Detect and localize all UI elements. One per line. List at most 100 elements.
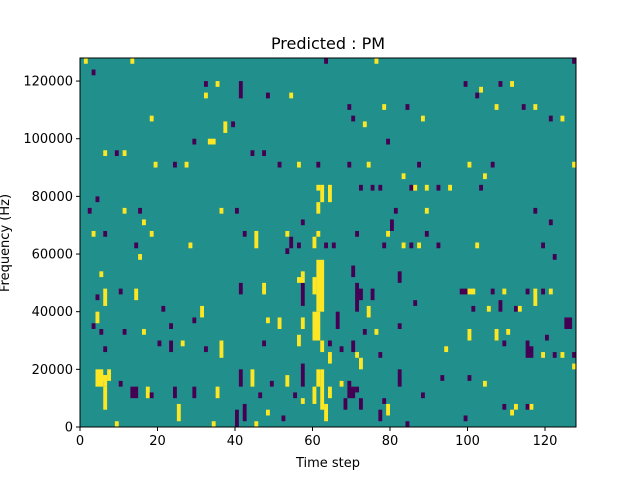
heatmap-cell <box>355 282 359 312</box>
heatmap-cell <box>572 161 576 168</box>
heatmap-cell <box>386 230 390 237</box>
heatmap-cell <box>130 386 139 399</box>
x-tick-label: 80 <box>382 434 399 449</box>
heatmap-cell <box>122 150 127 157</box>
heatmap-cell <box>235 207 239 214</box>
heatmap-cell <box>548 115 553 122</box>
heatmap-cell <box>204 346 208 353</box>
heatmap-cell <box>99 375 108 381</box>
heatmap-cell <box>359 184 363 191</box>
heatmap-cell <box>107 369 111 381</box>
heatmap-cell <box>312 311 321 341</box>
heatmap-cell <box>173 161 177 168</box>
heatmap-cell <box>541 242 545 249</box>
heatmap-cell <box>316 369 321 387</box>
heatmap-cell <box>362 121 367 128</box>
heatmap-cell <box>498 300 503 312</box>
x-tick-label: 0 <box>76 434 84 449</box>
heatmap-cell <box>242 403 247 422</box>
heatmap-cell <box>502 403 507 410</box>
heatmap-cell <box>370 184 375 191</box>
heatmap-cell <box>424 207 429 214</box>
heatmap-cell <box>328 340 332 347</box>
heatmap-cell <box>463 81 468 87</box>
heatmap-cell <box>359 398 363 410</box>
plot-area <box>79 57 577 428</box>
heatmap-cell <box>572 352 576 358</box>
heatmap-cell <box>386 138 390 145</box>
heatmap-cell <box>525 340 530 358</box>
heatmap-cell <box>359 288 363 301</box>
heatmap-cell <box>486 305 491 312</box>
heatmap-cell <box>204 81 208 87</box>
heatmap-cell <box>521 104 526 110</box>
heatmap-cell <box>343 398 348 410</box>
heatmap-cell <box>103 288 108 306</box>
heatmap-cell <box>122 328 127 335</box>
heatmap-cell <box>421 115 425 122</box>
chart-title: Predicted : PM <box>271 34 385 53</box>
heatmap-cell <box>91 69 96 76</box>
heatmap-cell <box>91 230 96 237</box>
heatmap-cell <box>475 242 480 249</box>
heatmap-cell <box>118 288 123 295</box>
heatmap-cell <box>424 230 429 237</box>
heatmap-cell <box>424 184 429 191</box>
heatmap-cell <box>192 317 197 324</box>
heatmap-cell <box>409 242 414 249</box>
heatmap-cell <box>300 363 305 387</box>
heatmap-cell <box>145 386 150 399</box>
heatmap-cell <box>215 81 220 87</box>
heatmap-cell <box>529 346 534 358</box>
heatmap-cell <box>266 317 270 324</box>
heatmap-cell <box>269 380 274 387</box>
heatmap-cell <box>467 161 472 168</box>
heatmap-cell <box>502 340 507 347</box>
heatmap-cell <box>138 254 142 260</box>
heatmap-cell <box>285 375 290 387</box>
heatmap-cell <box>564 317 573 329</box>
heatmap-cell <box>149 230 154 237</box>
heatmap-cell <box>312 277 317 295</box>
heatmap-cell <box>262 150 266 157</box>
heatmap-cell <box>297 161 301 168</box>
heatmap-cell <box>114 150 119 157</box>
heatmap-cell <box>316 259 325 312</box>
heatmap-cell <box>366 305 371 318</box>
heatmap-cell <box>266 92 270 99</box>
heatmap-cell <box>401 242 406 249</box>
heatmap-cell <box>180 340 185 347</box>
heatmap-cell <box>300 219 305 226</box>
heatmap-cell <box>200 305 204 318</box>
heatmap-cell <box>483 173 487 180</box>
heatmap-cell <box>103 386 108 410</box>
heatmap-cell <box>231 121 235 128</box>
heatmap-cell <box>316 230 321 237</box>
heatmap-cell <box>219 207 224 214</box>
x-axis: 0 20 40 60 80 100 120 <box>76 427 557 449</box>
heatmap-cell <box>118 380 123 387</box>
heatmap-cell <box>529 403 534 410</box>
heatmap-cell <box>192 386 197 399</box>
y-tick-label: 20000 <box>32 363 73 378</box>
heatmap-cell <box>533 104 538 110</box>
heatmap-cell <box>545 334 549 341</box>
heatmap-cell <box>417 242 421 249</box>
heatmap-cell <box>436 184 441 191</box>
heatmap-cell <box>324 58 328 64</box>
heatmap-cell <box>479 86 483 93</box>
heatmap-cell <box>312 386 317 404</box>
heatmap-cell <box>374 58 379 64</box>
y-tick-label: 100000 <box>23 132 73 147</box>
heatmap-cell <box>378 352 383 358</box>
heatmap-cell <box>393 207 398 214</box>
x-axis-label: Time step <box>295 456 360 471</box>
heatmap-cell <box>250 369 255 387</box>
heatmap-cell <box>397 323 402 329</box>
heatmap-cell <box>467 375 472 381</box>
heatmap-cell <box>374 328 379 335</box>
heatmap-cell <box>335 311 340 329</box>
heatmap-cell <box>192 138 197 145</box>
heatmap-cell <box>552 352 557 358</box>
